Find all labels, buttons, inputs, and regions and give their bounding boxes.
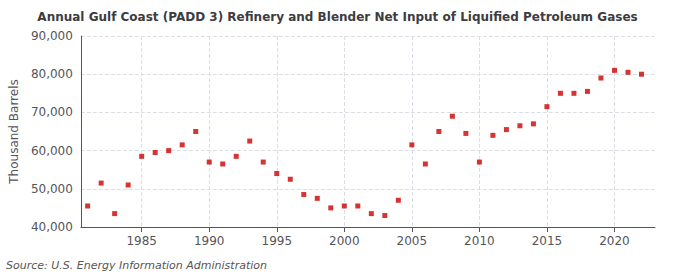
svg-text:Source: U.S. Energy Informatio: Source: U.S. Energy Information Administ…	[6, 259, 267, 272]
svg-text:50,000: 50,000	[31, 182, 73, 196]
svg-text:2000: 2000	[329, 234, 360, 248]
svg-text:1990: 1990	[194, 234, 225, 248]
svg-text:2010: 2010	[464, 234, 495, 248]
svg-text:1995: 1995	[261, 234, 292, 248]
svg-text:70,000: 70,000	[31, 105, 73, 119]
svg-text:80,000: 80,000	[31, 67, 73, 81]
svg-text:60,000: 60,000	[31, 144, 73, 158]
svg-text:90,000: 90,000	[31, 29, 73, 43]
svg-text:1985: 1985	[126, 234, 157, 248]
svg-text:2015: 2015	[532, 234, 563, 248]
svg-text:2020: 2020	[599, 234, 630, 248]
svg-text:Thousand Barrels: Thousand Barrels	[7, 79, 21, 184]
svg-text:40,000: 40,000	[31, 220, 73, 234]
svg-text:2005: 2005	[397, 234, 428, 248]
svg-text:Annual Gulf Coast (PADD 3) Ref: Annual Gulf Coast (PADD 3) Refinery and …	[37, 10, 637, 24]
